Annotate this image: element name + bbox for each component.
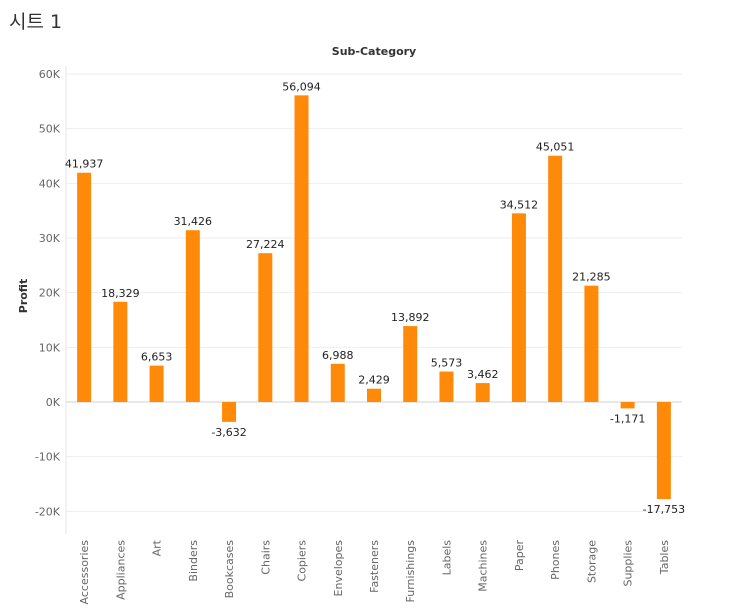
x-tick-label: Phones xyxy=(549,540,562,580)
data-label: -1,171 xyxy=(610,412,645,425)
bars xyxy=(77,95,671,500)
y-tick-label: 30K xyxy=(39,232,61,245)
bar-machines xyxy=(475,383,490,402)
data-label: -3,632 xyxy=(211,426,246,439)
y-axis-label: Profit xyxy=(17,279,30,313)
bar-storage xyxy=(584,285,599,402)
bar-furnishings xyxy=(403,326,418,402)
data-label: 21,285 xyxy=(572,271,611,284)
data-labels: 41,937 18,329 6,653 31,426 -3,632 27,224 56,09… xyxy=(65,80,685,516)
bar-phones xyxy=(548,155,563,402)
data-label: 56,094 xyxy=(282,80,321,93)
bar-art xyxy=(149,365,164,402)
data-label: 27,224 xyxy=(246,238,285,251)
bar-tables xyxy=(656,402,671,500)
y-tick-label: -10K xyxy=(35,451,61,464)
x-tick-label: Supplies xyxy=(622,540,635,587)
bar-binders xyxy=(185,230,200,402)
x-tick-label: Bookcases xyxy=(223,540,236,599)
x-tick-label: Machines xyxy=(477,540,490,592)
bar-paper xyxy=(511,213,526,402)
data-label: 6,988 xyxy=(322,349,354,362)
bar-supplies xyxy=(620,402,635,409)
y-tick-label: 40K xyxy=(39,177,61,190)
bar-envelopes xyxy=(330,363,345,402)
bar-labels xyxy=(439,371,454,402)
y-tick-label: 0K xyxy=(46,396,61,409)
data-label: -17,753 xyxy=(643,503,685,516)
x-axis-ticks: Accessories Appliances Art Binders Bookcases… xyxy=(78,539,671,604)
data-label: 41,937 xyxy=(65,158,104,171)
bar-fasteners xyxy=(367,388,381,402)
x-tick-label: Art xyxy=(151,539,164,556)
y-tick-label: 20K xyxy=(39,287,61,300)
x-tick-label: Labels xyxy=(440,540,453,576)
y-axis-ticks: -20K -10K 0K 10K 20K 30K 40K 50K 60K xyxy=(35,68,61,518)
data-label: 2,429 xyxy=(358,374,390,387)
sheet-title: 시트 1 xyxy=(9,11,63,33)
data-label: 34,512 xyxy=(500,198,539,211)
x-tick-label: Binders xyxy=(187,540,200,582)
x-tick-label: Fasteners xyxy=(368,540,381,593)
x-tick-label: Chairs xyxy=(259,540,272,575)
y-tick-label: -20K xyxy=(35,505,61,518)
x-tick-label: Copiers xyxy=(296,540,309,582)
data-label: 45,051 xyxy=(536,141,575,154)
x-tick-label: Storage xyxy=(585,540,598,583)
bar-copiers xyxy=(294,95,309,403)
x-tick-label: Appliances xyxy=(114,540,127,600)
bar-chairs xyxy=(258,253,273,402)
bar-accessories xyxy=(77,172,92,402)
y-tick-label: 60K xyxy=(39,68,61,81)
x-tick-label: Paper xyxy=(513,540,526,572)
x-tick-label: Envelopes xyxy=(332,540,345,597)
data-label: 13,892 xyxy=(391,311,430,324)
data-label: 5,573 xyxy=(431,357,463,370)
data-label: 3,462 xyxy=(467,368,499,381)
data-label: 6,653 xyxy=(141,351,173,364)
chart-title: Sub-Category xyxy=(332,45,416,58)
y-tick-label: 50K xyxy=(39,123,61,136)
data-label: 18,329 xyxy=(101,287,140,300)
gridlines xyxy=(65,66,682,534)
y-tick-label: 10K xyxy=(39,341,61,354)
bar-appliances xyxy=(113,301,128,402)
x-tick-label: Accessories xyxy=(78,540,91,605)
x-tick-label: Furnishings xyxy=(404,540,417,603)
bar-bookcases xyxy=(222,402,237,422)
x-tick-label: Tables xyxy=(658,540,671,575)
data-label: 31,426 xyxy=(174,215,213,228)
